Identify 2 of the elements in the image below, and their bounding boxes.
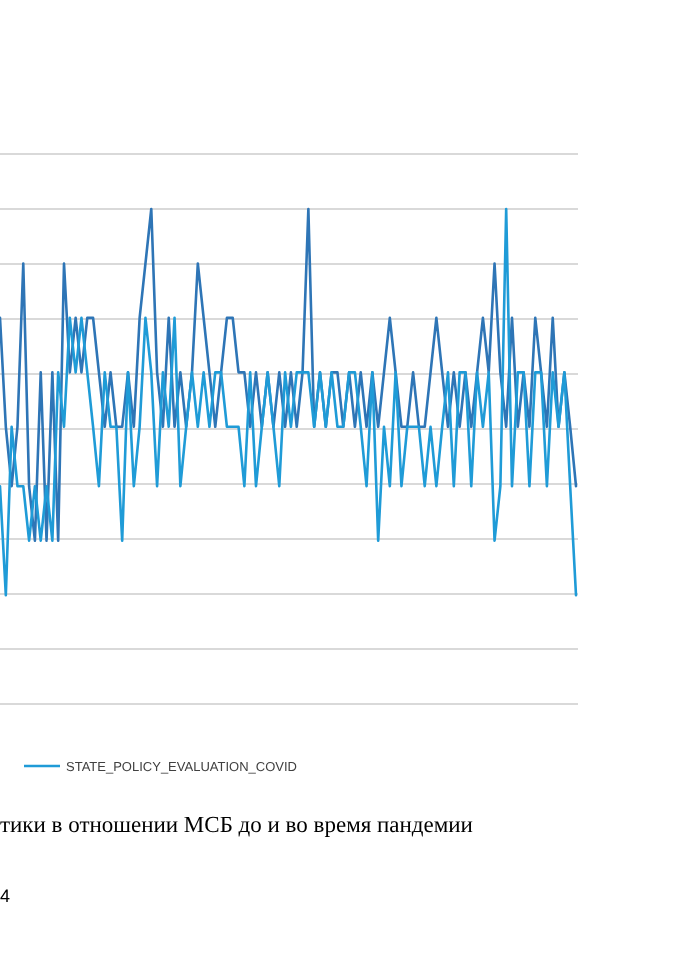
text: 4 [0, 886, 11, 906]
text: тики в отношении МСБ до и во время пандемии [0, 814, 473, 838]
